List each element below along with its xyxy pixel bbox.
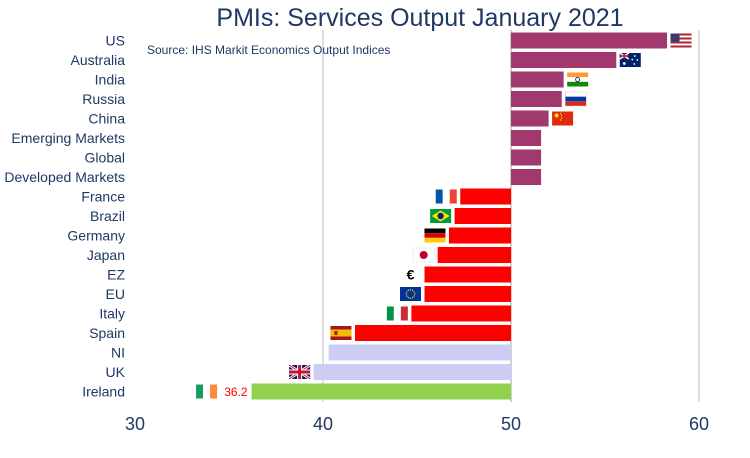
- category-label: Global: [85, 150, 125, 166]
- flag-gb-icon: [288, 363, 312, 381]
- x-tick-label: 60: [689, 414, 709, 434]
- flag-eu-icon: [399, 286, 423, 302]
- x-tick-label: 40: [313, 414, 333, 434]
- category-label: Germany: [67, 228, 125, 244]
- category-label: Japan: [87, 247, 125, 263]
- bar-india: [511, 71, 564, 88]
- bar-australia: [511, 52, 617, 68]
- category-label: Brazil: [90, 208, 125, 224]
- bar-ireland: [251, 383, 511, 400]
- category-label: EZ: [107, 267, 125, 283]
- category-label: NI: [111, 345, 125, 361]
- flag-de-icon: [423, 227, 447, 244]
- bar-italy: [411, 305, 511, 322]
- source-note: Source: IHS Markit Economics Output Indi…: [147, 43, 390, 57]
- x-tick-label: 30: [125, 414, 145, 434]
- svg-text:€: €: [407, 267, 415, 283]
- category-label: Emerging Markets: [11, 130, 125, 146]
- chart-title: PMIs: Services Output January 2021: [216, 4, 623, 32]
- bar-ni: [328, 344, 511, 361]
- flag-in-icon: [566, 71, 590, 88]
- category-label: Developed Markets: [4, 169, 125, 185]
- flag-ie-icon: [195, 383, 219, 400]
- x-tick-label: 50: [501, 414, 521, 434]
- flag-ru-icon: [564, 91, 588, 107]
- bar-brazil: [454, 208, 511, 224]
- bar-developed-markets: [511, 169, 542, 185]
- bar-russia: [511, 91, 562, 107]
- flag-es-icon: [329, 325, 353, 341]
- category-label: Italy: [99, 306, 125, 322]
- category-label: Australia: [71, 52, 126, 68]
- flag-fr-icon: [434, 188, 458, 205]
- bar-japan: [437, 247, 511, 263]
- category-label: China: [88, 111, 125, 127]
- category-label: UK: [106, 364, 126, 380]
- bar-global: [511, 149, 542, 166]
- flag-cn-icon: [551, 110, 575, 127]
- data-labels: 36.2: [224, 385, 248, 399]
- category-label: Ireland: [82, 384, 125, 400]
- flag-jp-icon: [412, 247, 436, 263]
- bar-emerging-markets: [511, 130, 542, 146]
- category-label: India: [95, 72, 126, 88]
- bar-eu: [424, 286, 511, 302]
- data-label: 36.2: [224, 385, 248, 399]
- flags: €: [195, 32, 693, 400]
- category-label: EU: [106, 286, 125, 302]
- category-label: US: [106, 33, 125, 49]
- category-label: France: [81, 189, 125, 205]
- category-labels: US Australia India Russia China Emerging Mark…: [4, 33, 125, 400]
- bar-uk: [313, 364, 511, 380]
- bar-germany: [448, 227, 511, 244]
- flag-us-icon: [669, 32, 693, 49]
- category-label: Spain: [89, 325, 125, 341]
- bar-ez: [424, 266, 511, 283]
- flag-it-icon: [385, 305, 409, 322]
- bars: [251, 32, 668, 400]
- flag-au-icon: [618, 52, 642, 68]
- category-label: Russia: [82, 91, 125, 107]
- x-tick-labels: 30 40 50 60: [125, 414, 709, 434]
- flag-br-icon: [429, 208, 453, 224]
- bar-france: [460, 188, 511, 205]
- bar-us: [511, 32, 668, 49]
- flag-euro-sign-icon: €: [400, 267, 422, 283]
- bar-china: [511, 110, 549, 127]
- bar-spain: [354, 325, 511, 341]
